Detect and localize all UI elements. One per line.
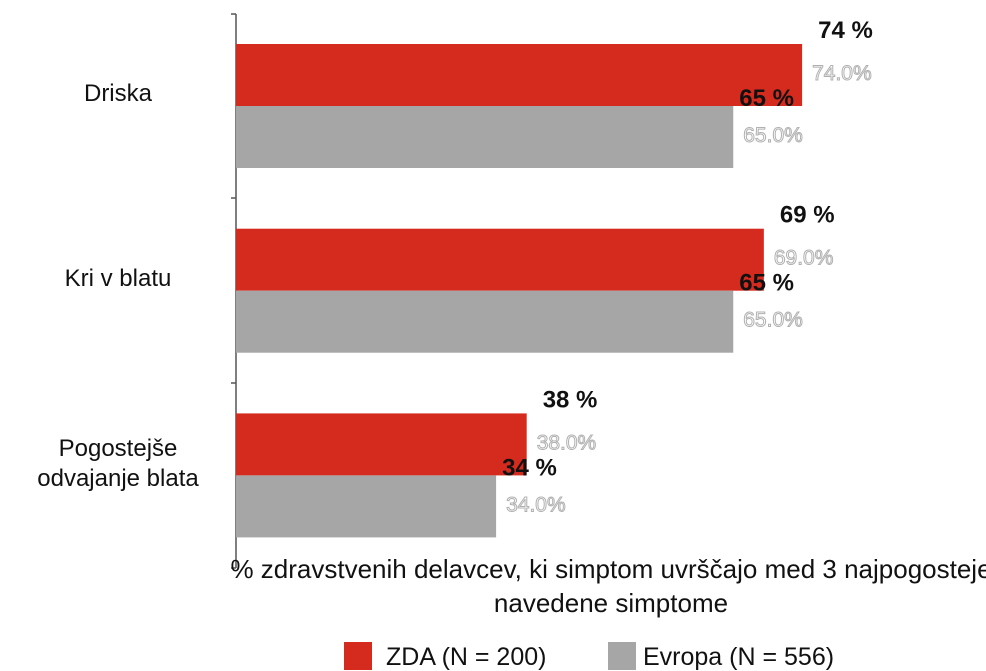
value-label-decimal: 65.0%: [743, 309, 803, 332]
value-label-decimal: 74.0%: [812, 62, 872, 85]
value-label-decimal: 69.0%: [774, 247, 834, 270]
value-label: 74 %: [818, 17, 873, 44]
value-label: 69 %: [780, 202, 835, 229]
bar: [236, 44, 803, 106]
value-label: 34 %: [502, 454, 557, 481]
bar: [236, 106, 734, 168]
value-label-decimal: 38.0%: [537, 431, 597, 454]
category-label: Pogostejše odvajanje blata: [37, 434, 199, 492]
legend-label: ZDA (N = 200): [386, 643, 546, 671]
legend-swatch: [608, 642, 636, 670]
value-label-decimal: 65.0%: [743, 124, 803, 147]
bar: [236, 413, 527, 476]
value-label-decimal: 34.0%: [506, 493, 566, 516]
value-label: 65 %: [739, 85, 794, 112]
bar: [236, 228, 764, 291]
category-label: Driska: [83, 80, 152, 108]
legend-label: Evropa (N = 556): [643, 643, 834, 671]
category-label: Kri v blatu: [64, 265, 172, 293]
bar: [236, 290, 734, 353]
legend-swatch: [344, 642, 372, 670]
value-label: 38 %: [543, 386, 598, 413]
bar: [236, 475, 497, 538]
x-axis-title: % zdravstvenih delavcev, ki simptom uvrš…: [230, 554, 986, 618]
value-label: 65 %: [739, 270, 794, 297]
